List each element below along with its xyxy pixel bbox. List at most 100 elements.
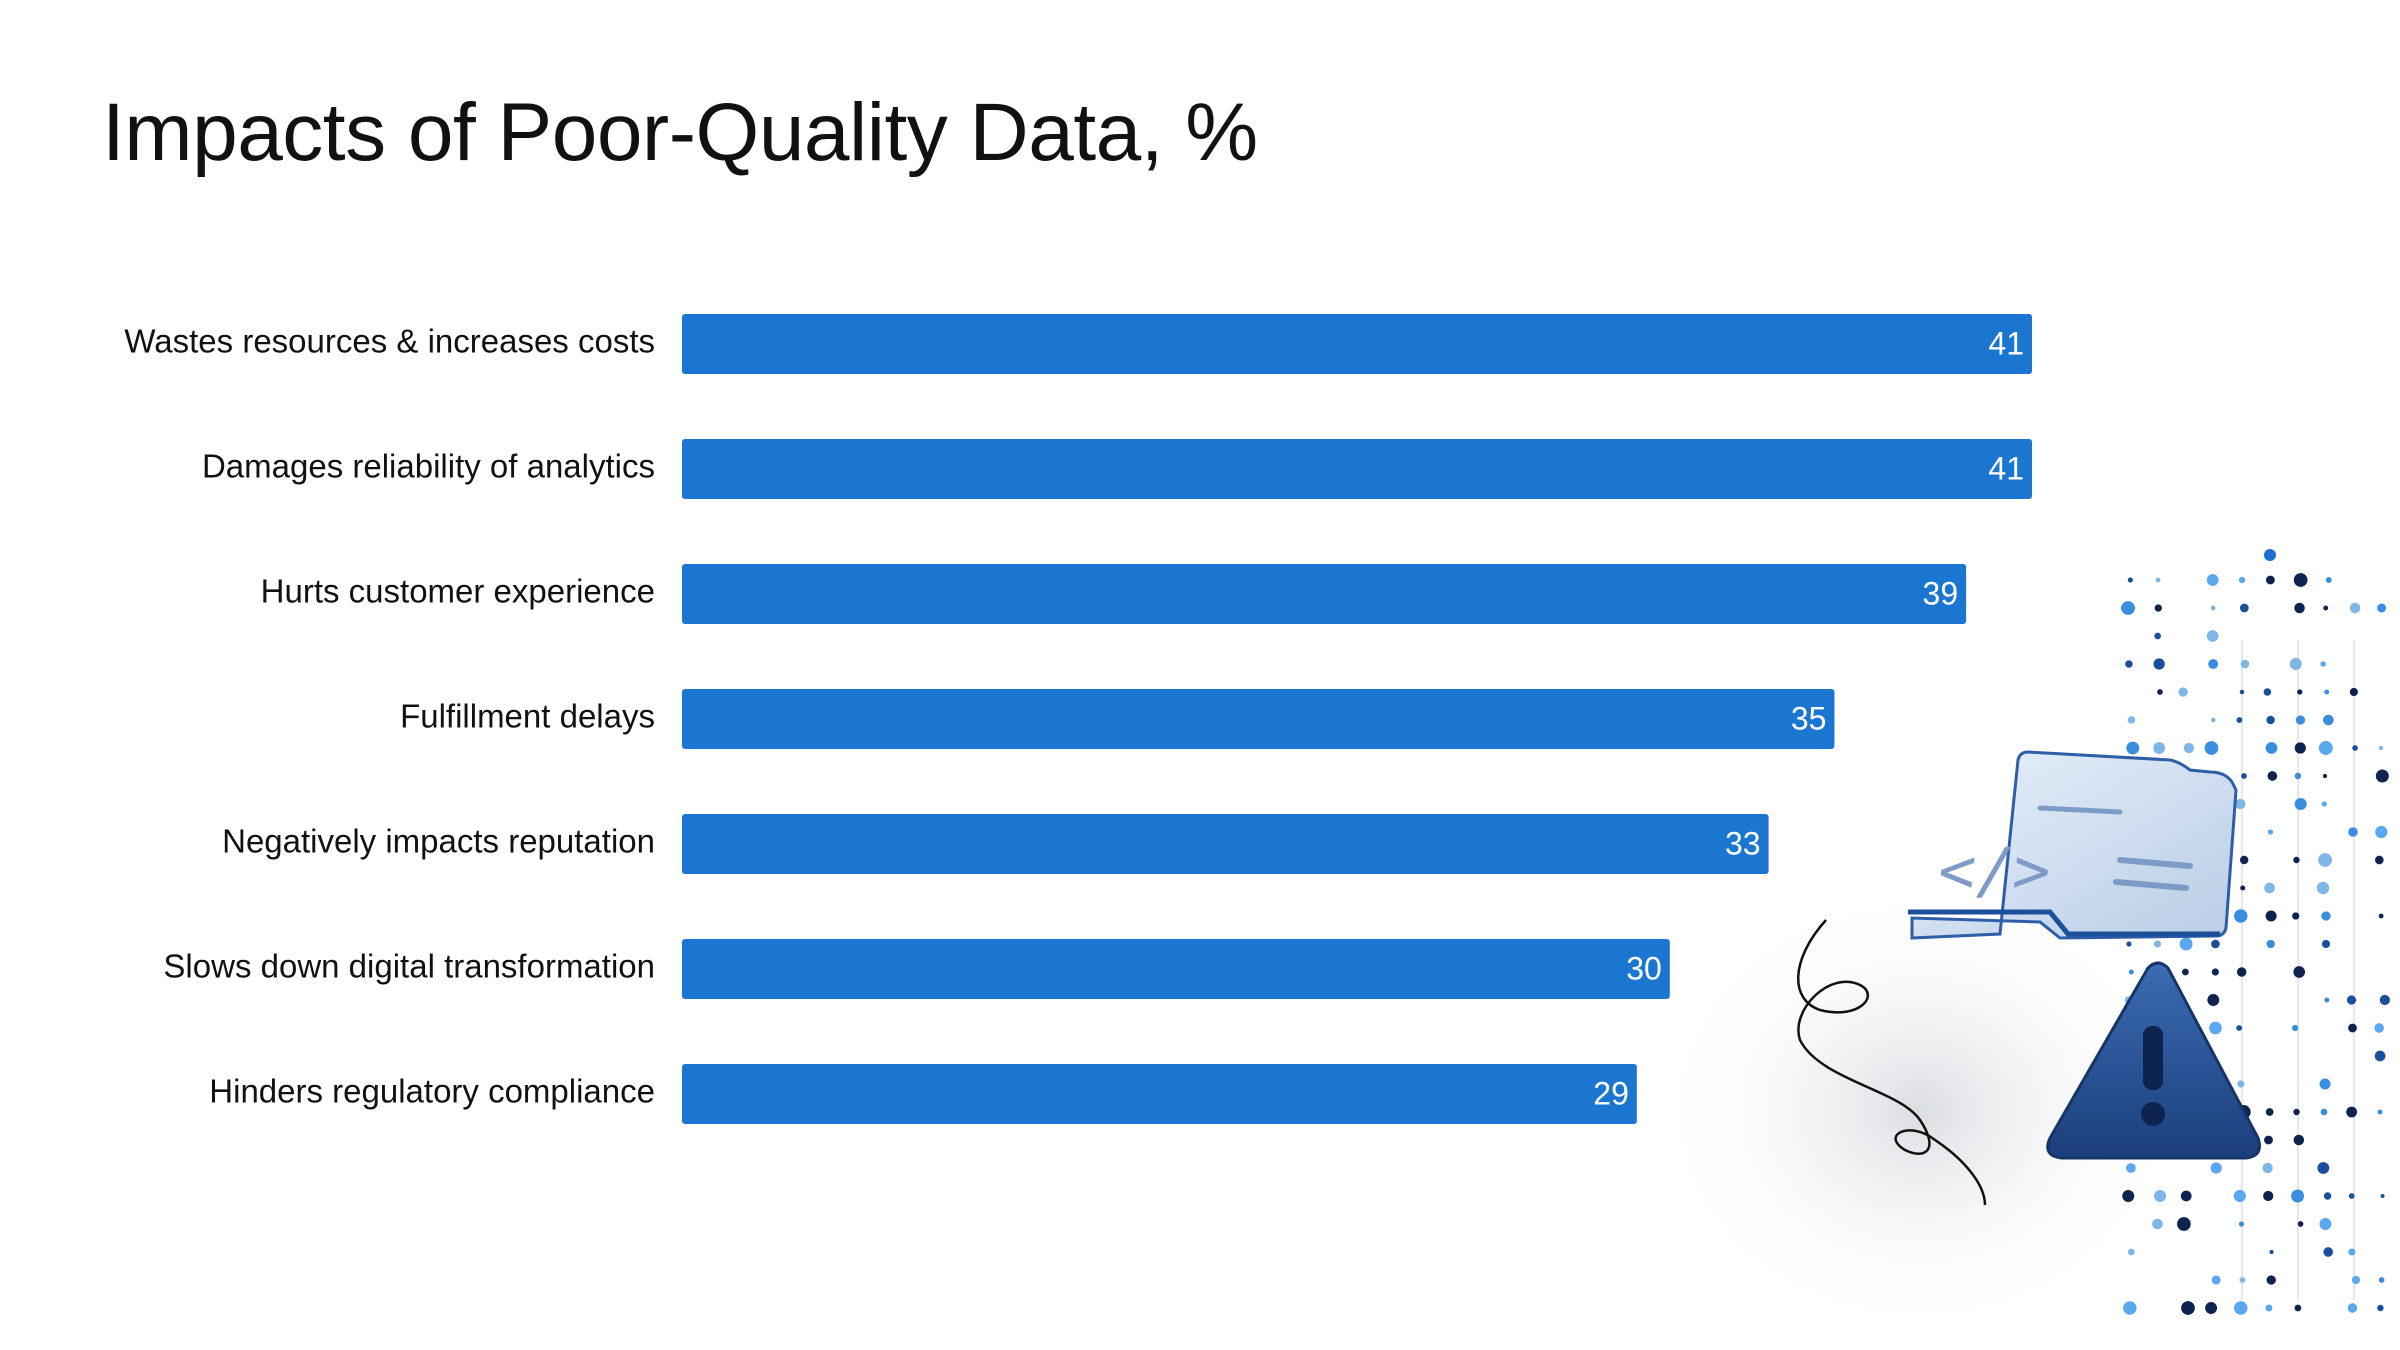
dot <box>2377 603 2387 613</box>
dot <box>2349 602 2361 614</box>
dot <box>2347 1303 2358 1313</box>
dot <box>2126 941 2132 947</box>
dot <box>2178 687 2188 697</box>
dot <box>2378 1277 2385 1283</box>
value-label: 33 <box>1725 825 1761 861</box>
dot <box>2319 1217 2332 1231</box>
dot <box>2237 1080 2245 1088</box>
dot <box>2295 715 2306 725</box>
dot <box>2127 577 2133 583</box>
dot <box>2265 910 2277 922</box>
dot <box>2323 1247 2334 1257</box>
dot <box>2265 1108 2274 1116</box>
bar <box>682 564 1967 624</box>
dot <box>2262 1162 2273 1174</box>
dot <box>2266 939 2275 949</box>
dot <box>2240 659 2250 669</box>
dot <box>2263 1190 2274 1202</box>
dot <box>2349 687 2358 697</box>
dot <box>2294 1304 2302 1312</box>
dot <box>2236 1025 2243 1031</box>
dot <box>2154 1189 2167 1203</box>
shadow-glow <box>1650 880 2190 1340</box>
dot <box>2181 968 2189 976</box>
dot <box>2267 771 2278 781</box>
dot <box>2206 630 2219 642</box>
dot <box>2293 1134 2305 1146</box>
dot <box>2208 659 2219 669</box>
category-label: Hinders regulatory compliance <box>209 1073 655 1110</box>
dot <box>2126 1163 2136 1173</box>
category-label: Fulfillment delays <box>400 698 655 735</box>
dot <box>2204 741 2219 755</box>
warning-icon <box>2046 961 2261 1160</box>
dot <box>2241 773 2247 779</box>
value-label: 35 <box>1791 700 1827 736</box>
dot <box>2233 1189 2246 1203</box>
dot <box>2126 741 2140 755</box>
dot <box>2128 1248 2135 1256</box>
dot <box>2375 825 2388 839</box>
dot <box>2348 1023 2357 1033</box>
dot <box>2265 742 2278 754</box>
bar <box>682 939 1670 999</box>
category-label: Hurts customer experience <box>261 573 655 610</box>
dot <box>2240 885 2246 891</box>
dot <box>2211 939 2220 949</box>
dot <box>2239 603 2249 613</box>
dot <box>2375 855 2384 865</box>
bar <box>682 814 1769 874</box>
dot <box>2374 1023 2384 1033</box>
dot <box>2294 742 2306 754</box>
dot <box>2293 966 2306 978</box>
category-label: Negatively impacts reputation <box>222 823 655 860</box>
dot <box>2236 967 2247 977</box>
dot <box>2207 994 2220 1006</box>
dot <box>2121 601 2135 615</box>
chart-title: Impacts of Poor-Quality Data, % <box>102 87 1258 178</box>
dot <box>2294 602 2305 614</box>
dot <box>2289 658 2302 670</box>
dot <box>2374 1050 2386 1062</box>
dot <box>2380 1193 2385 1199</box>
dot <box>2321 911 2331 921</box>
bars-layer: Wastes resources & increases costs 41 Dama… <box>124 314 2032 1124</box>
dot <box>2320 1108 2328 1116</box>
dot <box>2321 801 2327 807</box>
dot <box>2377 1109 2383 1115</box>
dot <box>2153 658 2165 670</box>
category-label: Slows down digital transformation <box>163 948 655 985</box>
bar <box>682 689 1835 749</box>
dot <box>2153 742 2166 754</box>
value-label: 41 <box>1988 450 2024 486</box>
dot <box>2378 913 2384 919</box>
dot <box>2269 1249 2274 1255</box>
dot <box>2293 1108 2300 1116</box>
dot <box>2317 1162 2330 1174</box>
dot <box>2152 1218 2163 1230</box>
dot <box>2211 968 2219 976</box>
dot <box>2239 689 2245 695</box>
dot <box>2297 689 2303 695</box>
dot <box>2264 882 2275 894</box>
squiggle-line <box>1797 919 1987 1206</box>
dot <box>2179 937 2193 951</box>
dot <box>2210 605 2216 611</box>
dot <box>2346 1106 2358 1118</box>
value-label: 41 <box>1988 325 2024 361</box>
dot <box>2293 573 2308 587</box>
dot <box>2294 772 2302 780</box>
dot <box>2325 577 2332 583</box>
dot <box>2318 741 2333 755</box>
dot <box>2318 853 2332 867</box>
dot <box>2352 745 2358 751</box>
dot <box>2122 1190 2135 1202</box>
category-label: Wastes resources & increases costs <box>124 323 655 360</box>
dot <box>2236 717 2243 723</box>
dot <box>2297 1221 2304 1227</box>
dot <box>2181 1301 2195 1315</box>
dot <box>2177 1217 2191 1231</box>
dot <box>2266 715 2275 725</box>
